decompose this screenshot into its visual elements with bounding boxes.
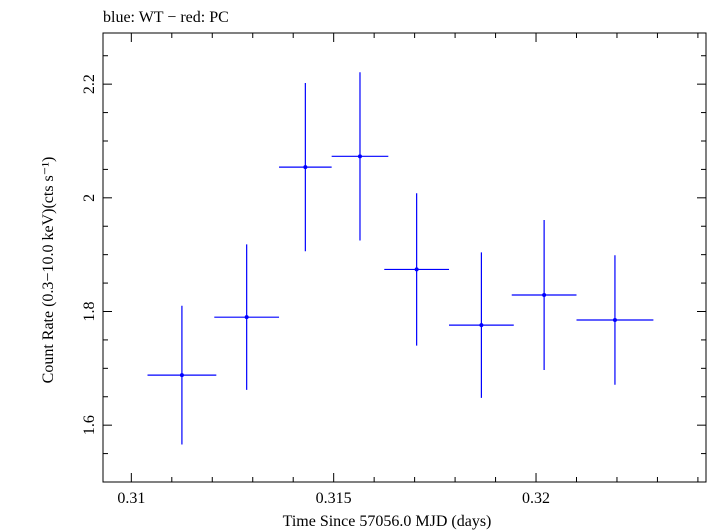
data-points bbox=[147, 72, 654, 445]
axis-tick-labels: 0.31 0.315 0.32 1.6 1.8 2 2.2 bbox=[81, 74, 550, 507]
y-tick-label: 2.2 bbox=[81, 74, 98, 94]
y-tick-label: 2 bbox=[81, 194, 98, 202]
data-point bbox=[384, 193, 450, 346]
point-marker bbox=[612, 318, 617, 323]
chart-title: blue: WT − red: PC bbox=[103, 9, 229, 26]
data-point bbox=[511, 219, 577, 371]
data-point bbox=[214, 244, 280, 390]
x-tick-label: 0.31 bbox=[117, 490, 145, 507]
x-tick-label: 0.315 bbox=[316, 490, 352, 507]
x-axis-label: Time Since 57056.0 MJD (days) bbox=[283, 513, 492, 530]
y-tick-label: 1.8 bbox=[81, 301, 98, 321]
point-marker bbox=[303, 165, 308, 170]
point-marker bbox=[479, 323, 484, 328]
data-point bbox=[279, 83, 332, 252]
data-point bbox=[449, 252, 514, 398]
y-axis-label: Count Rate (0.3−10.0 keV)(cts s⁻¹) bbox=[40, 157, 57, 384]
data-point bbox=[576, 255, 654, 385]
plot-frame bbox=[102, 32, 707, 483]
axis-ticks bbox=[103, 33, 706, 483]
point-marker bbox=[414, 267, 419, 272]
data-point bbox=[331, 72, 389, 241]
point-marker bbox=[244, 315, 249, 320]
point-marker bbox=[179, 373, 184, 378]
data-point bbox=[147, 305, 217, 445]
x-tick-label: 0.32 bbox=[522, 490, 550, 507]
y-tick-label: 1.6 bbox=[81, 415, 98, 435]
point-marker bbox=[542, 293, 547, 298]
point-marker bbox=[357, 154, 362, 159]
